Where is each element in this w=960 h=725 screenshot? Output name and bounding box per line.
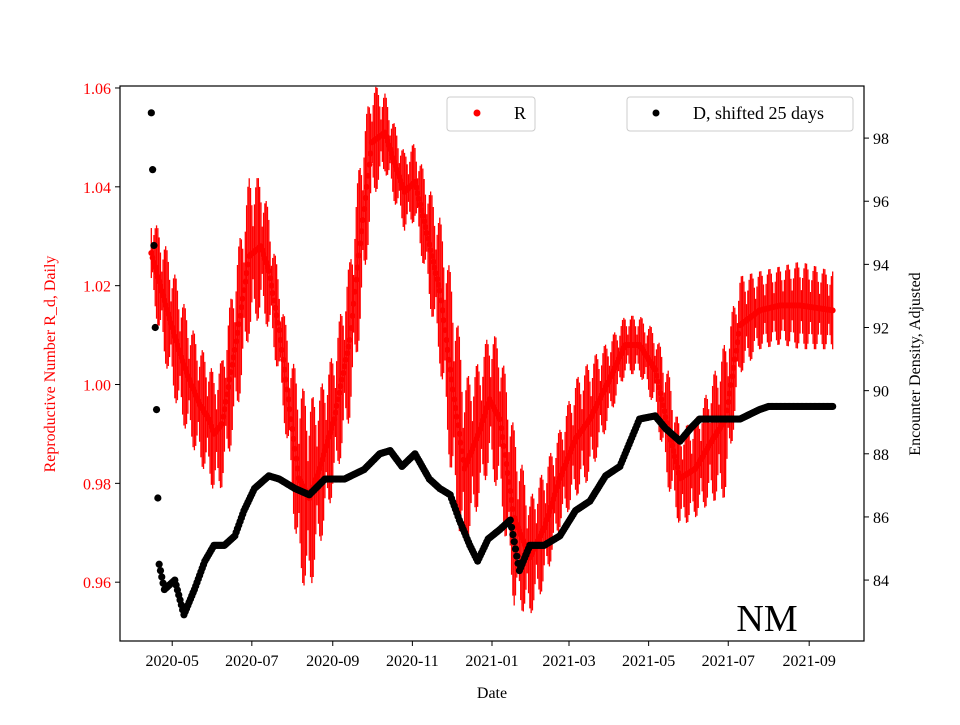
legend-d: D, shifted 25 days xyxy=(626,96,854,132)
y-right-tick-label: 98 xyxy=(873,131,889,148)
y-left-tick-label: 0.96 xyxy=(83,575,111,592)
d-point xyxy=(507,523,516,531)
y-right-tick-label: 96 xyxy=(873,194,889,211)
x-tick-label: 2020-05 xyxy=(146,653,199,670)
x-tick-label: 2021-01 xyxy=(465,653,518,670)
d-point xyxy=(151,323,159,332)
legend-r-marker xyxy=(473,109,481,117)
x-tick-label: 2021-07 xyxy=(702,653,755,670)
y-right-tick-label: 84 xyxy=(873,573,889,590)
legend-d-label: D, shifted 25 days xyxy=(693,103,824,123)
d-point xyxy=(150,241,158,250)
x-tick-label: 2021-03 xyxy=(542,653,595,670)
x-tick-label: 2020-07 xyxy=(225,653,278,670)
d-point xyxy=(154,494,162,502)
d-point xyxy=(152,405,161,414)
y-right-tick-label: 92 xyxy=(873,321,889,338)
series-d xyxy=(147,109,837,619)
y-left-tick-label: 1.00 xyxy=(83,378,111,395)
y-axis-right: 84 86 88 90 92 94 96 98 xyxy=(864,131,889,590)
d-point xyxy=(506,516,514,524)
y-right-tick-label: 94 xyxy=(873,257,889,274)
d-point xyxy=(509,530,517,539)
y-right-tick-label: 86 xyxy=(873,510,889,527)
legend-r: R xyxy=(446,96,536,132)
x-tick-label: 2021-09 xyxy=(783,653,836,670)
state-annotation: NM xyxy=(736,598,797,640)
legend-r-label: R xyxy=(514,103,526,123)
d-point xyxy=(829,402,837,411)
y-axis-left: 0.96 0.98 1.00 1.02 1.04 1.06 xyxy=(83,81,120,592)
y-right-tick-label: 90 xyxy=(873,384,889,401)
y-left-tick-label: 1.06 xyxy=(83,81,111,98)
d-point xyxy=(155,560,163,568)
x-tick-label: 2021-05 xyxy=(622,653,675,670)
x-tick-label: 2020-09 xyxy=(306,653,359,670)
legend-d-box xyxy=(626,96,854,132)
d-point xyxy=(158,573,166,581)
x-axis: 2020-05 2020-07 2020-09 2020-11 2021-01 2021-… xyxy=(146,641,836,670)
d-point xyxy=(510,538,518,546)
x-tick-label: 2020-11 xyxy=(386,653,439,670)
d-point xyxy=(513,552,521,560)
y-axis-left-label: Reproductive Number R_d, Daily xyxy=(42,256,59,473)
d-point xyxy=(156,566,165,575)
y-left-tick-label: 0.98 xyxy=(83,476,111,493)
legend-r-box xyxy=(446,96,536,132)
y-axis-right-label: Encounter Density, Adjusted xyxy=(907,272,924,455)
y-right-tick-label: 88 xyxy=(873,447,889,464)
y-left-tick-label: 1.04 xyxy=(83,180,111,197)
x-axis-label: Date xyxy=(477,685,507,702)
d-point xyxy=(147,109,155,117)
y-left-tick-label: 1.02 xyxy=(83,279,111,296)
legend-d-marker xyxy=(652,109,660,117)
d-point xyxy=(149,166,157,174)
d-point xyxy=(511,545,520,553)
r-point xyxy=(829,307,836,314)
